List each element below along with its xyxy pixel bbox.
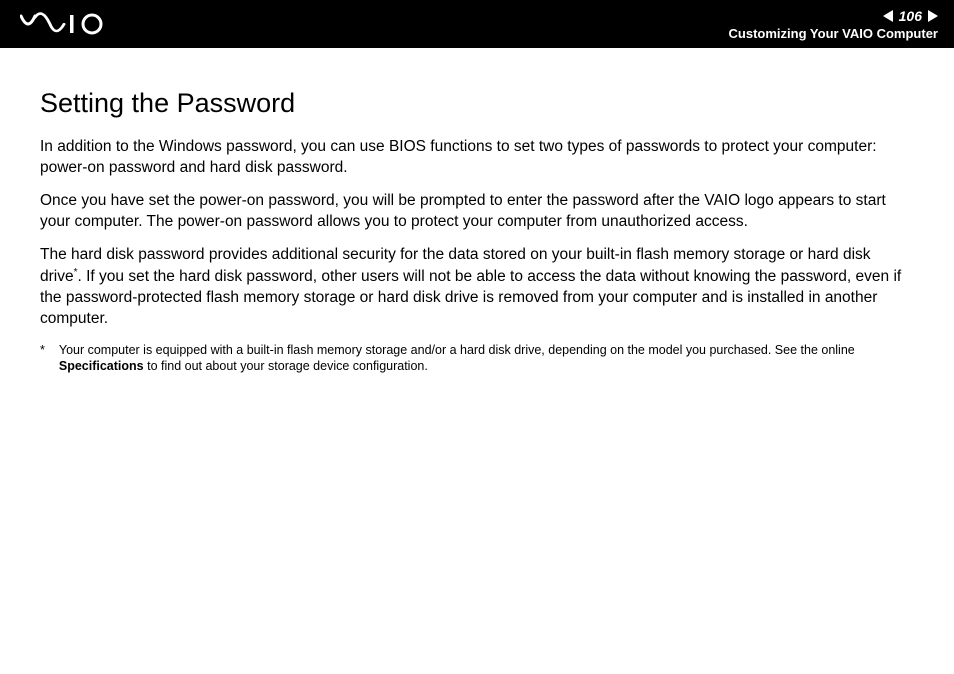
page-title: Setting the Password [40, 88, 914, 119]
paragraph-1: In addition to the Windows password, you… [40, 137, 914, 179]
header-subtitle: Customizing Your VAIO Computer [729, 26, 938, 41]
footnote-marker: * [40, 342, 45, 376]
paragraph-3-post: . If you set the hard disk password, oth… [40, 268, 901, 327]
page-navigation: 106 [883, 8, 938, 24]
prev-page-arrow-icon[interactable] [883, 10, 893, 22]
content-area: Setting the Password In addition to the … [0, 48, 954, 375]
header-right: 106 Customizing Your VAIO Computer [729, 8, 938, 41]
page-number: 106 [899, 8, 922, 24]
footnote-bold: Specifications [59, 359, 144, 373]
footnote: * Your computer is equipped with a built… [40, 342, 914, 376]
paragraph-3: The hard disk password provides addition… [40, 245, 914, 330]
header-bar: 106 Customizing Your VAIO Computer [0, 0, 954, 48]
paragraph-2: Once you have set the power-on password,… [40, 191, 914, 233]
vaio-logo [20, 12, 130, 36]
footnote-text: Your computer is equipped with a built-i… [59, 342, 914, 376]
footnote-pre: Your computer is equipped with a built-i… [59, 343, 855, 357]
footnote-post: to find out about your storage device co… [144, 359, 428, 373]
next-page-arrow-icon[interactable] [928, 10, 938, 22]
